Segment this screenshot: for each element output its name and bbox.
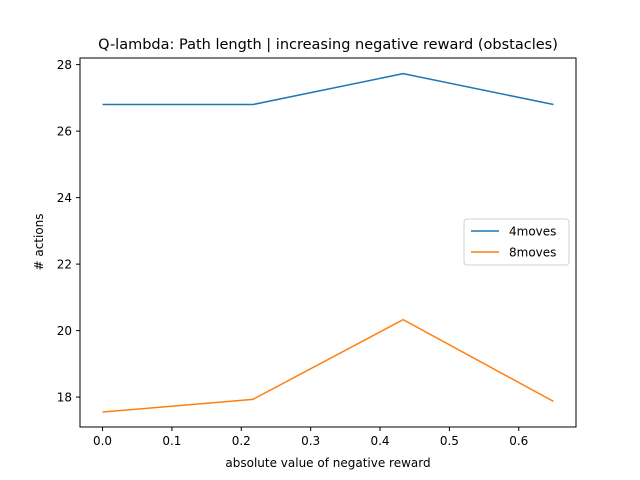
legend-label-8moves: 8moves — [509, 246, 556, 260]
legend: 4moves 8moves — [463, 218, 570, 266]
x-axis-label: absolute value of negative reward — [225, 456, 430, 470]
x-axis-ticks: 0.0 0.1 0.2 0.3 0.4 0.5 0.6 — [93, 427, 528, 448]
axes-frame — [79, 57, 577, 428]
series-line-4moves — [102, 72, 554, 106]
plot-area — [79, 57, 577, 428]
legend-label-4moves: 4moves — [509, 225, 556, 239]
y-axis-ticks: 18 20 22 24 26 28 — [57, 58, 80, 405]
x-tick-label: 0.0 — [93, 434, 112, 448]
y-tick-label: 26 — [57, 125, 72, 139]
x-tick-label: 0.3 — [301, 434, 320, 448]
series-layer — [102, 72, 554, 413]
x-tick-label: 0.5 — [440, 434, 459, 448]
y-tick-label: 28 — [57, 58, 72, 72]
series-line-8moves — [102, 318, 554, 413]
x-tick-label: 0.6 — [509, 434, 528, 448]
chart-title: Q-lambda: Path length | increasing negat… — [98, 37, 558, 53]
x-tick-label: 0.4 — [370, 434, 389, 448]
x-tick-label: 0.1 — [162, 434, 181, 448]
y-tick-label: 18 — [57, 391, 72, 405]
x-tick-label: 0.2 — [232, 434, 251, 448]
y-tick-label: 24 — [57, 191, 72, 205]
y-axis-label: # actions — [32, 213, 46, 270]
y-tick-label: 22 — [57, 258, 72, 272]
y-tick-label: 20 — [57, 324, 72, 338]
